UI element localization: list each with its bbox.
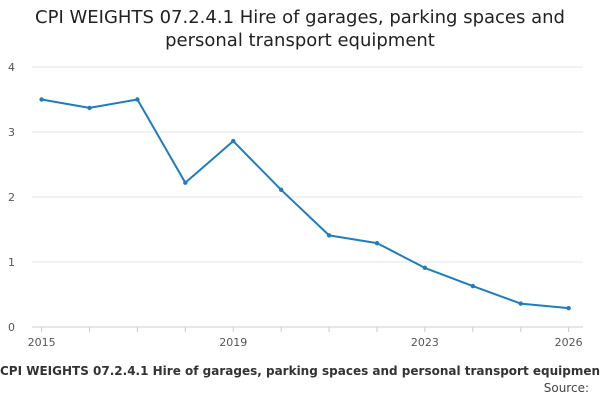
series-line	[40, 98, 570, 310]
chart-title: CPI WEIGHTS 07.2.4.1 Hire of garages, pa…	[0, 6, 600, 52]
data-point	[326, 233, 332, 238]
data-point	[39, 97, 44, 102]
x-tick-label: 2026	[555, 336, 583, 349]
chart-caption: CPI WEIGHTS 07.2.4.1 Hire of garages, pa…	[0, 364, 600, 378]
data-point	[470, 283, 475, 289]
y-tick-label: 4	[8, 61, 15, 74]
y-tick-label: 3	[8, 126, 15, 139]
x-tick-label: 2015	[28, 336, 56, 349]
data-point	[135, 97, 140, 102]
data-point	[183, 180, 188, 185]
y-tick-label: 1	[8, 256, 15, 269]
data-point	[231, 138, 236, 144]
source-label: Source:	[543, 381, 589, 395]
y-tick-label: 2	[8, 191, 15, 204]
data-point	[87, 105, 92, 111]
y-tick-label: 0	[8, 321, 15, 334]
chart-title-line-2: personal transport equipment	[165, 30, 435, 51]
data-point	[374, 240, 380, 246]
data-point	[278, 187, 284, 193]
x-tick-label: 2023	[411, 336, 439, 349]
data-point	[518, 301, 523, 306]
chart-title-line-1: CPI WEIGHTS 07.2.4.1 Hire of garages, pa…	[35, 7, 565, 28]
x-tick-label: 2019	[219, 336, 247, 349]
data-point	[422, 265, 428, 271]
data-point	[566, 305, 571, 311]
